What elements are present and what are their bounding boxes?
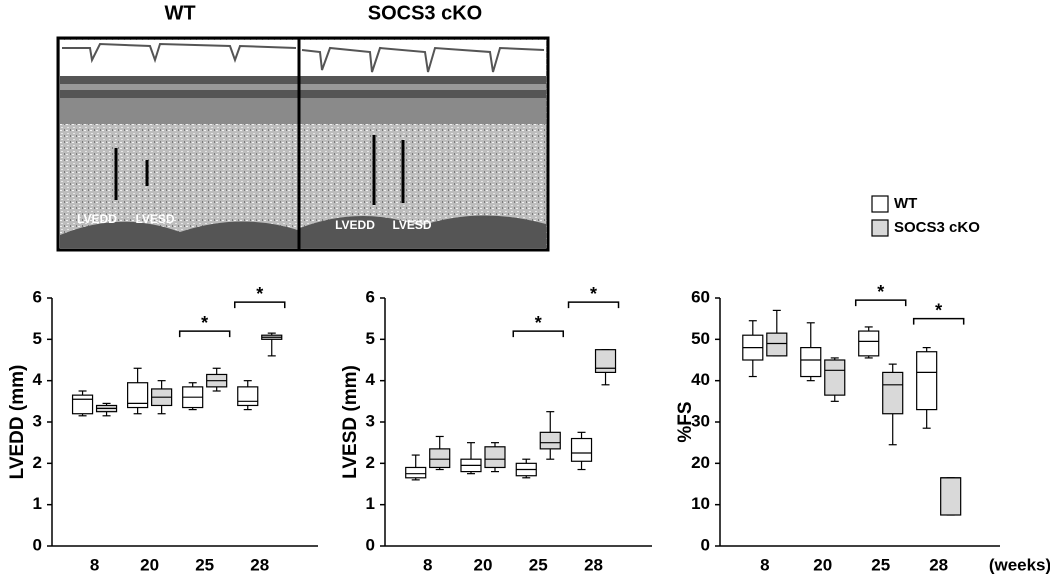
significance-bracket (233, 301, 286, 309)
significance-label: * (590, 284, 597, 304)
y-tick-label: 5 (366, 329, 375, 348)
significance-label: * (256, 284, 263, 304)
box (71, 394, 94, 415)
x-tick-label: 8 (423, 555, 432, 574)
x-tick-label: 20 (140, 555, 159, 574)
x-tick-label: 8 (760, 555, 769, 574)
box (824, 359, 846, 396)
panel-title: WT (164, 2, 195, 24)
y-tick-label: 6 (33, 287, 42, 306)
y-tick-label: 30 (691, 411, 710, 430)
echo-images (56, 36, 550, 252)
y-tick-label: 0 (33, 535, 42, 554)
y-tick-label: 6 (366, 287, 375, 306)
x-tick-label: 28 (584, 555, 603, 574)
x-tick-label: 8 (90, 555, 99, 574)
y-tick-label: 40 (691, 370, 710, 389)
x-axis-label: (weeks) (989, 555, 1050, 574)
y-tick-label: 60 (691, 287, 710, 306)
box (237, 386, 259, 407)
y-tick-label: 5 (33, 329, 42, 348)
box (127, 382, 149, 409)
x-tick-label: 25 (529, 555, 548, 574)
y-tick-label: 10 (691, 494, 710, 513)
significance-bracket (178, 330, 231, 338)
significance-bracket (912, 317, 965, 325)
box (594, 349, 617, 373)
y-tick-label: 20 (691, 453, 710, 472)
y-tick-label: 1 (33, 494, 42, 513)
y-tick-label: 4 (366, 370, 376, 389)
legend-swatch (871, 219, 889, 237)
significance-bracket (854, 299, 907, 307)
significance-label: * (935, 300, 942, 320)
significance-bracket (512, 330, 565, 338)
significance-label: * (201, 313, 208, 333)
box (916, 351, 938, 411)
y-tick-label: 2 (33, 453, 42, 472)
y-tick-label: 3 (33, 411, 42, 430)
y-tick-label: 4 (33, 370, 43, 389)
y-tick-label: 50 (691, 329, 710, 348)
box (405, 466, 427, 479)
box (429, 448, 451, 469)
image-label: LVEDD (77, 212, 117, 226)
y-tick-label: 1 (366, 494, 375, 513)
x-tick-label: 28 (250, 555, 269, 574)
box (570, 437, 593, 462)
box (940, 477, 962, 516)
x-tick-label: 28 (929, 555, 948, 574)
significance-label: * (877, 282, 884, 302)
panel-title: SOCS3 cKO (368, 2, 482, 24)
image-label: LVESD (392, 218, 431, 232)
x-tick-label: 25 (871, 555, 890, 574)
y-axis-label: LVEDD (mm) (7, 365, 28, 480)
legend-swatch (871, 195, 889, 213)
y-tick-label: 2 (366, 453, 375, 472)
x-tick-label: 20 (813, 555, 832, 574)
box (484, 446, 506, 469)
x-tick-label: 25 (195, 555, 214, 574)
significance-bracket (567, 301, 620, 309)
image-label: LVEDD (335, 218, 375, 232)
box (800, 347, 822, 378)
y-tick-label: 0 (701, 535, 710, 554)
y-tick-label: 0 (366, 535, 375, 554)
y-tick-label: 3 (366, 411, 375, 430)
box (539, 431, 561, 450)
significance-label: * (535, 313, 542, 333)
image-label: LVESD (135, 212, 174, 226)
y-axis-label: %FS (675, 401, 696, 442)
box (858, 330, 880, 357)
legend-label: SOCS3 cKO (894, 219, 980, 236)
x-tick-label: 20 (474, 555, 493, 574)
box (882, 371, 904, 415)
box (766, 332, 788, 357)
y-axis-label: LVESD (mm) (340, 365, 361, 479)
legend-label: WT (894, 195, 917, 212)
